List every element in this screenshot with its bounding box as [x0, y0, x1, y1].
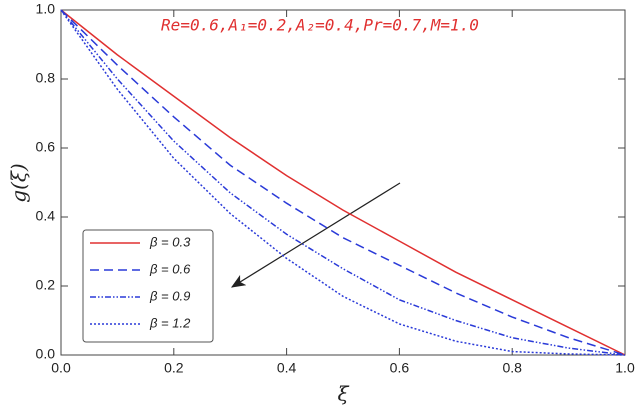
x-tick-label: 0.4 [277, 360, 297, 376]
y-tick-label: 0.6 [36, 139, 56, 155]
annotation: Re=0.6,A₁=0.2,A₂=0.4,Pr=0.7,M=1.0 [161, 16, 479, 35]
legend-label: β = 1.2 [149, 315, 191, 330]
legend-label: β = 0.3 [149, 234, 191, 249]
x-tick-label: 0.2 [164, 360, 184, 376]
y-tick-label: 0.0 [36, 346, 56, 362]
line-series [60, 9, 626, 356]
x-tick-label: 0.8 [502, 360, 522, 376]
plot-frame [60, 9, 626, 356]
line-series [60, 9, 626, 356]
line-series [60, 9, 626, 356]
y-tick-label: 0.2 [36, 277, 56, 293]
y-tick-label: 0.4 [36, 208, 56, 224]
x-tick-label: 0.6 [390, 360, 410, 376]
y-axis-label: g(ξ) [7, 163, 31, 202]
legend-label: β = 0.9 [149, 288, 190, 303]
x-tick-label: 0.0 [51, 360, 71, 376]
y-tick-label: 0.8 [36, 70, 56, 86]
x-tick-label: 1.0 [615, 360, 635, 376]
trend-arrow [230, 182, 401, 288]
x-axis-label: ξ [337, 382, 349, 406]
legend-label: β = 0.6 [149, 261, 191, 276]
line-series [60, 9, 626, 356]
legend-box [82, 229, 214, 343]
y-tick-label: 1.0 [36, 1, 56, 17]
